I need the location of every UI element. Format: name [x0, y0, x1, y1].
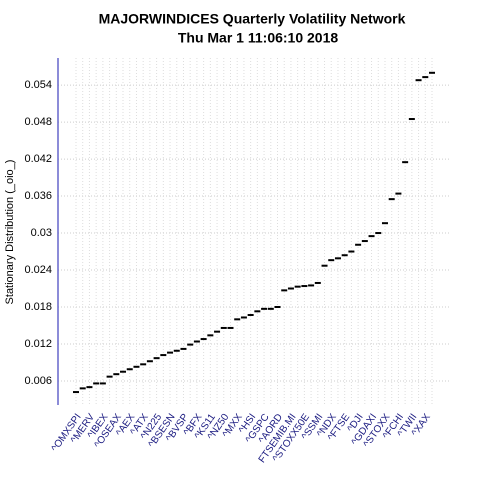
chart-subtitle: Thu Mar 1 11:06:10 2018	[178, 30, 339, 46]
y-tick-label: 0.024	[24, 264, 52, 276]
y-tick-label: 0.012	[24, 338, 52, 350]
chart-title: MAJORWINDICES Quarterly Volatility Netwo…	[99, 11, 406, 27]
y-tick-label: 0.006	[24, 375, 52, 387]
y-tick-label: 0.03	[31, 227, 52, 239]
y-tick-label: 0.036	[24, 190, 52, 202]
y-tick-label: 0.042	[24, 153, 52, 165]
y-tick-label: 0.054	[24, 79, 52, 91]
y-tick-label: 0.048	[24, 116, 52, 128]
y-tick-label: 0.018	[24, 301, 52, 313]
y-axis-label: Stationary Distribution (_oio_)	[4, 160, 16, 305]
